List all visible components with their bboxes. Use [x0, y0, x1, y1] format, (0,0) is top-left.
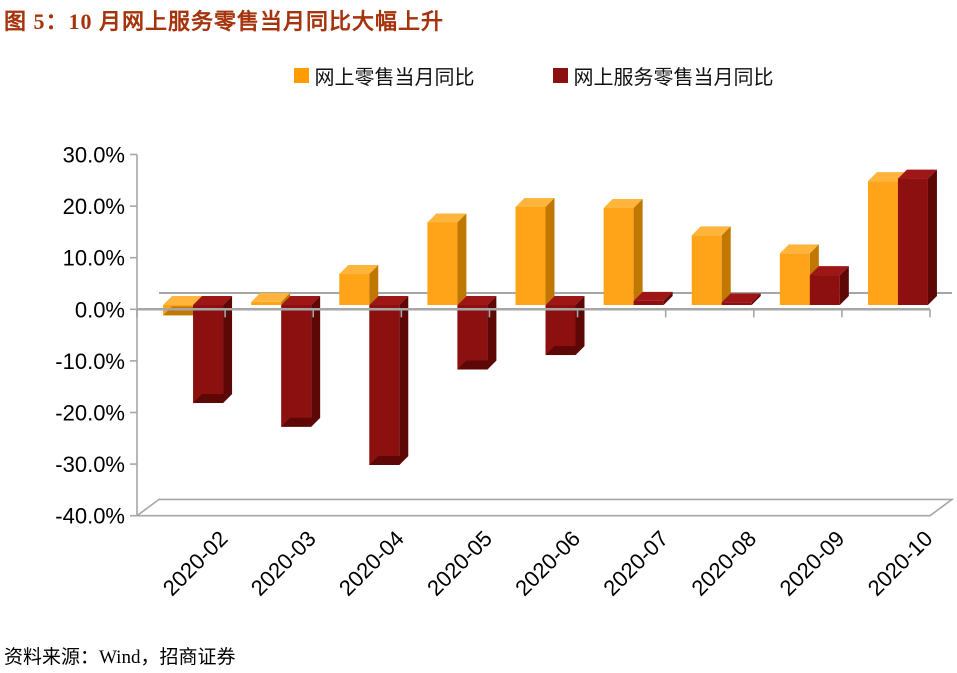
y-tick-label: -10.0%: [55, 349, 125, 374]
y-tick-label: -40.0%: [55, 504, 125, 529]
legend-label: 网上零售当月同比: [314, 67, 475, 89]
bar-front-网上零售当月同比: [339, 274, 370, 305]
bar-top: [897, 169, 937, 179]
darkred-legend-swatch-icon: [552, 68, 568, 83]
x-tick-label: 2020-08: [686, 526, 761, 601]
bar-side: [369, 265, 379, 305]
bar-top: [281, 296, 321, 305]
bar-top: [603, 198, 643, 208]
bar-top: [867, 172, 907, 182]
bar-side: [223, 296, 233, 404]
bar-side: [633, 198, 643, 305]
bar-side: [487, 296, 497, 370]
y-tick-label: 30.0%: [63, 143, 125, 168]
x-tick-label: 2020-03: [246, 526, 321, 601]
bar-top: [809, 266, 849, 276]
bar-top: [633, 291, 673, 301]
bar-bottom: [545, 346, 585, 356]
bar-top: [339, 265, 379, 275]
x-tick-label: 2020-10: [863, 526, 938, 601]
x-tick-label: 2020-06: [510, 526, 585, 601]
x-tick-label: 2020-02: [158, 526, 233, 601]
bar-side: [457, 213, 467, 305]
y-tick-label: -30.0%: [55, 452, 125, 477]
bar-top: [163, 296, 203, 305]
bar-top: [545, 296, 585, 305]
bar-bottom: [281, 417, 321, 427]
bar-top: [251, 292, 291, 302]
bar-side: [311, 296, 321, 427]
bar-front-网上服务零售当月同比: [193, 305, 224, 404]
legend-entry-online-retail: 网上零售当月同比: [293, 61, 475, 90]
y-tick-label: 20.0%: [63, 194, 125, 219]
bar-bottom: [457, 360, 497, 370]
y-tick-label: 10.0%: [63, 246, 125, 271]
bar-front-网上服务零售当月同比: [633, 300, 664, 305]
bar-front-网上零售当月同比: [779, 253, 810, 305]
bar-bottom: [193, 394, 233, 404]
y-tick-label: 0.0%: [75, 297, 125, 322]
chart-floor: [134, 498, 955, 517]
bar-top: [427, 213, 467, 223]
x-tick-label: 2020-05: [422, 526, 497, 601]
bar-top: [193, 296, 233, 305]
bar-top: [457, 296, 497, 305]
bar-front-网上零售当月同比: [427, 222, 458, 305]
bar-front-网上服务零售当月同比: [721, 302, 752, 305]
x-tick-label: 2020-07: [598, 526, 673, 601]
y-tick-label: -20.0%: [55, 401, 125, 426]
bar-front-网上零售当月同比: [515, 206, 546, 305]
bar-top: [779, 244, 819, 254]
bar-side: [545, 197, 555, 305]
bar-front-网上零售当月同比: [691, 235, 722, 305]
bar-side: [721, 226, 731, 305]
bar-top: [369, 296, 409, 305]
bar-front-网上零售当月同比: [603, 207, 634, 305]
legend-entry-online-service-retail: 网上服务零售当月同比: [552, 61, 774, 90]
x-tick-label: 2020-04: [334, 526, 409, 601]
bar-front-网上服务零售当月同比: [369, 305, 400, 465]
bar-side: [399, 296, 409, 465]
bar-side: [927, 169, 937, 305]
bar-side: [751, 293, 761, 305]
x-tick-label: 2020-09: [775, 526, 850, 601]
bar-front-网上服务零售当月同比: [281, 305, 312, 427]
bar-side: [839, 266, 849, 305]
bar-top: [515, 197, 555, 207]
chart-legend: 网上零售当月同比 网上服务零售当月同比: [137, 61, 930, 90]
bar-front-网上服务零售当月同比: [457, 305, 488, 370]
bar-front-网上零售当月同比: [867, 181, 898, 305]
bar-side: [663, 291, 673, 305]
bar-front-网上零售当月同比: [251, 301, 282, 305]
source-note: 资料来源：Wind，招商证券: [4, 647, 236, 668]
bar-front-网上服务零售当月同比: [809, 275, 840, 305]
bar-top: [721, 293, 761, 303]
bar-bottom: [369, 455, 409, 465]
orange-legend-swatch-icon: [293, 68, 309, 83]
bar-front-网上服务零售当月同比: [897, 178, 928, 305]
legend-label: 网上服务零售当月同比: [573, 67, 774, 89]
bar-side: [281, 292, 291, 305]
figure-title: 图 5：10 月网上服务零售当月同比大幅上升: [4, 9, 445, 34]
bar-top: [691, 226, 731, 236]
